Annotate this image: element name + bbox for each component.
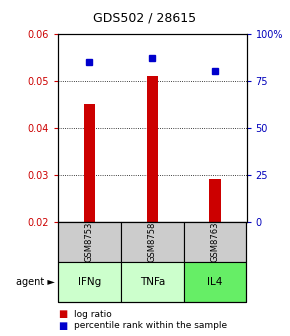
Text: GSM8763: GSM8763 xyxy=(211,222,220,262)
Text: GSM8758: GSM8758 xyxy=(148,222,157,262)
Bar xyxy=(84,104,95,222)
Bar xyxy=(147,76,158,222)
Text: IL4: IL4 xyxy=(207,277,223,287)
Text: ■: ■ xyxy=(58,309,67,319)
Bar xyxy=(58,262,121,302)
Text: percentile rank within the sample: percentile rank within the sample xyxy=(74,322,227,330)
Text: TNFa: TNFa xyxy=(139,277,165,287)
Bar xyxy=(121,262,184,302)
Text: agent ►: agent ► xyxy=(16,277,55,287)
Text: GSM8753: GSM8753 xyxy=(85,222,94,262)
Text: ■: ■ xyxy=(58,321,67,331)
Bar xyxy=(58,222,121,262)
Bar xyxy=(184,222,246,262)
Bar xyxy=(184,262,246,302)
Text: GDS502 / 28615: GDS502 / 28615 xyxy=(93,12,197,25)
Text: log ratio: log ratio xyxy=(74,310,112,319)
Bar xyxy=(209,179,221,222)
Text: IFNg: IFNg xyxy=(78,277,101,287)
Bar xyxy=(121,222,184,262)
